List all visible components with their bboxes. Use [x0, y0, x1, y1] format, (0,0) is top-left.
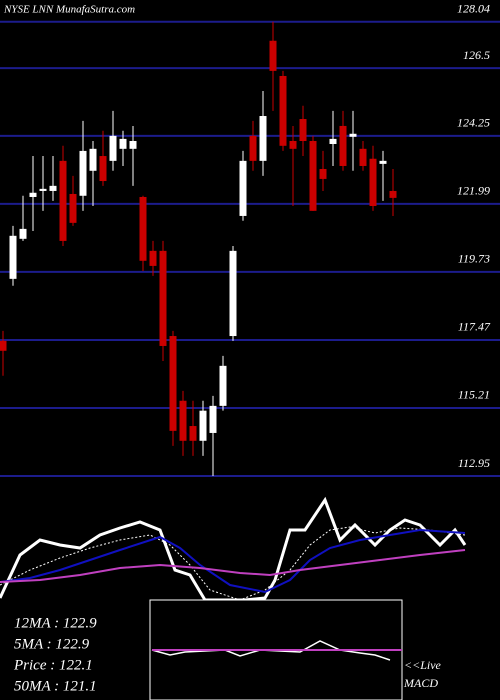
candle-body — [269, 40, 277, 71]
y-tick-label: 112.95 — [458, 456, 490, 470]
candle-body — [369, 158, 377, 207]
candle-body — [179, 400, 187, 441]
candle-body — [359, 148, 367, 166]
info-label: Price : 122.1 — [13, 657, 93, 673]
candle-body — [229, 250, 237, 337]
candle-body — [199, 410, 207, 441]
candle-body — [149, 250, 157, 266]
candle-body — [89, 148, 97, 171]
candle-body — [309, 140, 317, 211]
candle-body — [389, 190, 397, 198]
candle-body — [189, 426, 197, 441]
candle-body — [159, 250, 167, 346]
price-line — [0, 496, 467, 602]
chart-title: NYSE LNN MunafaSutra.com — [3, 4, 135, 16]
y-tick-label: 128.04 — [457, 2, 490, 16]
candle-body — [349, 133, 357, 137]
candle-body — [339, 125, 347, 166]
candle-body — [329, 138, 337, 145]
candle-body — [299, 119, 307, 141]
info-label: 5MA : 122.9 — [14, 636, 90, 652]
candle-body — [69, 193, 77, 223]
y-tick-label: 124.25 — [457, 116, 490, 130]
candle-body — [119, 138, 127, 149]
ma12-line — [0, 528, 466, 594]
candle-body — [39, 188, 47, 191]
candle-body — [49, 185, 57, 191]
info-label: 50MA : 121.1 — [14, 678, 97, 694]
candle-body — [219, 365, 227, 406]
candle-body — [129, 140, 137, 149]
candle-body — [169, 336, 177, 431]
candle-body — [59, 160, 67, 241]
candle-body — [259, 116, 267, 161]
candle-body — [239, 160, 247, 216]
ma50-line — [0, 549, 466, 583]
info-labels: 12MA : 122.9 5MA : 122.9 Price : 122.1 50MA… — [13, 615, 97, 694]
candle-body — [99, 156, 107, 182]
candle-body — [0, 340, 7, 351]
y-tick-label: 126.5 — [463, 48, 490, 62]
info-label: 12MA : 122.9 — [14, 615, 97, 631]
live-label: <<Live — [404, 658, 442, 672]
y-tick-label: 115.21 — [458, 388, 490, 402]
indicator-panel — [0, 496, 467, 700]
candle-body — [19, 228, 27, 239]
candle-body — [139, 196, 147, 261]
candle-body — [319, 168, 327, 179]
candle-body — [279, 75, 287, 146]
candle-body — [289, 140, 297, 149]
candle-body — [79, 150, 87, 196]
candle-body — [29, 192, 37, 197]
y-tick-label: 121.99 — [457, 184, 490, 198]
y-tick-label: 117.47 — [458, 320, 491, 334]
macd-label: MACD — [403, 676, 438, 690]
candle-body — [209, 405, 217, 433]
candle-body — [249, 135, 257, 161]
candle-body — [379, 160, 387, 164]
y-tick-label: 119.73 — [458, 252, 490, 266]
candle-body — [109, 135, 117, 161]
candle-body — [9, 235, 17, 279]
